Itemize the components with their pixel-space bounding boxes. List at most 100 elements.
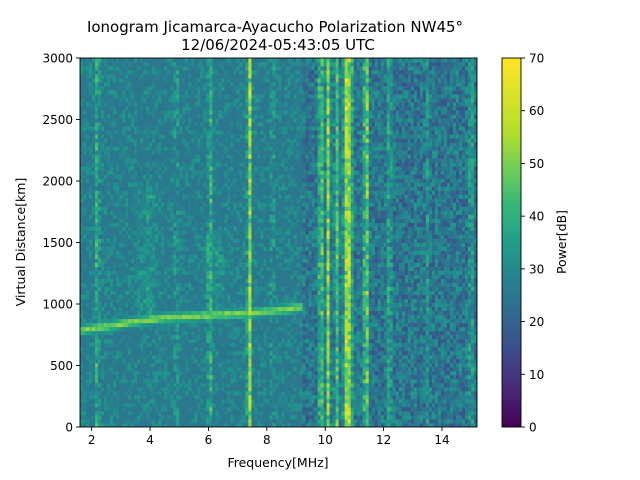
heatmap-cell — [155, 150, 159, 155]
heatmap-cell — [182, 418, 186, 424]
heatmap-cell — [110, 402, 114, 408]
heatmap-cell — [128, 70, 132, 75]
heatmap-cell — [101, 278, 105, 284]
heatmap-cell — [137, 302, 141, 308]
heatmap-cell — [218, 222, 222, 227]
heatmap-cell — [185, 122, 189, 127]
heatmap-cell — [95, 246, 99, 251]
heatmap-cell — [113, 354, 117, 360]
heatmap-cell — [128, 262, 132, 267]
heatmap-cell — [188, 314, 192, 320]
heatmap-cell — [158, 242, 162, 247]
heatmap-cell — [188, 238, 192, 243]
heatmap-cell — [149, 338, 153, 344]
heatmap-cell — [218, 398, 222, 404]
heatmap-cell — [137, 374, 141, 380]
heatmap-cell — [155, 162, 159, 167]
heatmap-cell — [197, 330, 201, 336]
heatmap-cell — [98, 162, 102, 167]
heatmap-cell — [143, 414, 147, 420]
heatmap-cell — [95, 178, 99, 183]
heatmap-cell — [122, 394, 126, 400]
heatmap-cell — [137, 70, 141, 75]
heatmap-cell — [128, 294, 132, 300]
heatmap-cell — [89, 210, 93, 215]
heatmap-cell — [215, 58, 219, 63]
heatmap-cell — [86, 94, 90, 99]
heatmap-cell — [191, 222, 195, 227]
heatmap-cell — [101, 206, 105, 211]
heatmap-cell — [158, 318, 162, 324]
heatmap-cell — [131, 190, 135, 195]
heatmap-cell — [104, 362, 108, 368]
heatmap-cell — [113, 174, 117, 179]
heatmap-cell — [167, 70, 171, 75]
heatmap-cell — [179, 154, 183, 159]
heatmap-cell — [116, 66, 120, 71]
heatmap-cell — [116, 194, 120, 199]
heatmap-cell — [83, 234, 87, 239]
heatmap-cell — [146, 278, 150, 284]
heatmap-cell — [149, 242, 153, 247]
heatmap-cell — [176, 170, 180, 175]
heatmap-cell — [170, 186, 174, 191]
heatmap-cell — [170, 358, 174, 364]
heatmap-cell — [116, 178, 120, 183]
heatmap-cell — [197, 242, 201, 247]
heatmap-cell — [149, 398, 153, 404]
heatmap-cell — [239, 302, 243, 308]
heatmap-cell — [212, 298, 216, 304]
heatmap-cell — [110, 334, 114, 340]
heatmap-cell — [158, 70, 162, 75]
heatmap-cell — [194, 222, 198, 227]
heatmap-cell — [233, 194, 237, 199]
heatmap-cell — [188, 358, 192, 364]
heatmap-cell — [107, 254, 111, 259]
heatmap-cell — [137, 134, 141, 139]
heatmap-cell — [164, 182, 168, 187]
heatmap-cell — [218, 58, 222, 63]
heatmap-cell — [119, 234, 123, 239]
heatmap-cell — [110, 114, 114, 119]
heatmap-cell — [86, 218, 90, 223]
heatmap-cell — [212, 390, 216, 396]
heatmap-cell — [119, 194, 123, 199]
heatmap-cell — [176, 142, 180, 147]
heatmap-cell — [182, 274, 186, 279]
heatmap-cell — [167, 270, 171, 275]
heatmap-cell — [194, 74, 198, 79]
heatmap-cell — [134, 82, 138, 87]
heatmap-cell — [185, 134, 189, 139]
heatmap-cell — [98, 146, 102, 151]
heatmap-cell — [206, 94, 210, 99]
heatmap-cell — [191, 58, 195, 63]
heatmap-cell — [209, 134, 213, 139]
heatmap-cell — [152, 158, 156, 163]
heatmap-cell — [110, 358, 114, 364]
heatmap-cell — [113, 402, 117, 408]
heatmap-cell — [107, 178, 111, 183]
heatmap-cell — [146, 242, 150, 247]
heatmap-cell — [101, 350, 105, 356]
heatmap-cell — [167, 138, 171, 143]
heatmap-cell — [143, 386, 147, 392]
heatmap-cell — [83, 306, 87, 312]
heatmap-cell — [134, 386, 138, 392]
heatmap-cell — [158, 214, 162, 219]
heatmap-cell — [83, 230, 87, 235]
heatmap-cell — [110, 274, 114, 279]
heatmap-cell — [173, 166, 177, 171]
heatmap-cell — [155, 218, 159, 223]
heatmap-cell — [119, 390, 123, 396]
heatmap-cell — [110, 210, 114, 215]
heatmap-cell — [107, 410, 111, 416]
heatmap-cell — [209, 274, 213, 279]
heatmap-cell — [80, 182, 84, 187]
heatmap-cell — [230, 202, 234, 207]
heatmap-cell — [164, 202, 168, 207]
heatmap-cell — [200, 282, 204, 288]
heatmap-cell — [203, 414, 207, 420]
heatmap-cell — [122, 378, 126, 384]
heatmap-cell — [230, 374, 234, 380]
heatmap-cell — [191, 418, 195, 424]
